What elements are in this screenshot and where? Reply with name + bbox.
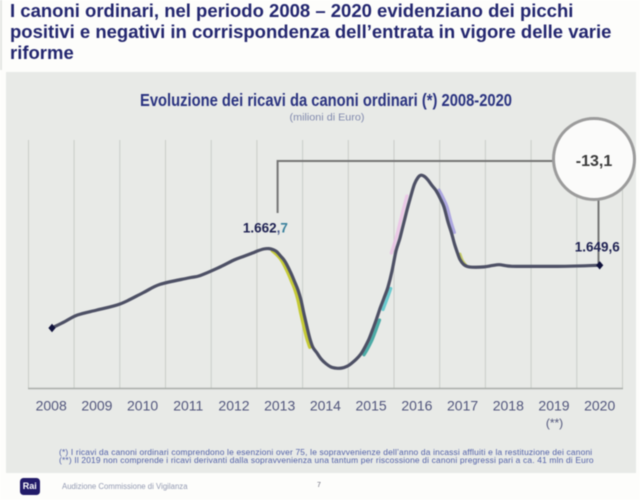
svg-text:1.662,7: 1.662,7 bbox=[243, 221, 288, 236]
svg-text:Evoluzione dei ricavi da canon: Evoluzione dei ricavi da canoni ordinari… bbox=[140, 90, 512, 110]
svg-text:2015: 2015 bbox=[356, 398, 387, 414]
svg-text:(**): (**) bbox=[546, 416, 563, 430]
svg-text:(milioni di Euro): (milioni di Euro) bbox=[290, 112, 365, 124]
svg-text:1.649,6: 1.649,6 bbox=[575, 240, 621, 255]
svg-text:2013: 2013 bbox=[264, 398, 295, 414]
svg-text:2017: 2017 bbox=[447, 398, 478, 414]
svg-text:2018: 2018 bbox=[493, 398, 524, 414]
svg-text:2008: 2008 bbox=[36, 398, 67, 414]
svg-text:2011: 2011 bbox=[173, 398, 203, 414]
svg-text:2020: 2020 bbox=[584, 398, 615, 414]
svg-text:2012: 2012 bbox=[218, 398, 249, 414]
svg-text:2016: 2016 bbox=[401, 398, 432, 414]
svg-text:2014: 2014 bbox=[310, 398, 341, 414]
svg-text:2019: 2019 bbox=[538, 398, 569, 414]
svg-text:2009: 2009 bbox=[81, 398, 112, 414]
svg-text:-13,1: -13,1 bbox=[576, 153, 613, 170]
svg-text:2010: 2010 bbox=[127, 398, 158, 414]
